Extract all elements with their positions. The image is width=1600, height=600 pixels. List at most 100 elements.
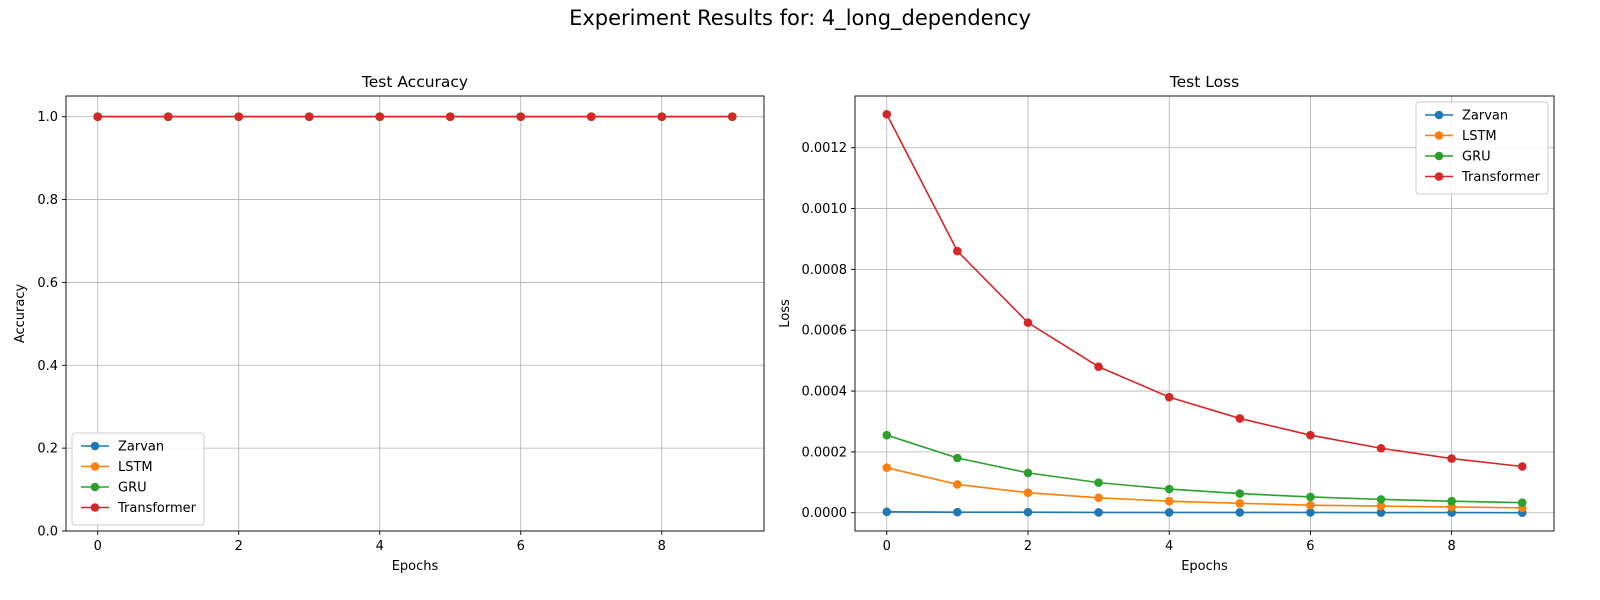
data-point (1306, 508, 1315, 517)
legend-label: GRU (118, 481, 147, 496)
x-tick-label: 6 (517, 539, 525, 554)
data-point (1164, 392, 1174, 402)
legend-box (71, 432, 205, 526)
data-point (882, 463, 892, 473)
legend: Zarvan LSTM GRU Transformer (71, 432, 205, 526)
legend-entry: Zarvan (1425, 109, 1508, 124)
data-point (445, 112, 455, 122)
x-tick-label: 6 (1306, 539, 1314, 554)
y-tick-label: 0.0010 (802, 202, 848, 217)
legend-entry: Transformer (81, 501, 197, 516)
legend-entry: GRU (1425, 150, 1491, 165)
x-tick-label: 2 (1024, 539, 1032, 554)
chart-title: Test Loss (1169, 73, 1239, 91)
data-point (1376, 495, 1386, 504)
data-point (1164, 496, 1174, 506)
data-point (1376, 508, 1386, 517)
data-point (1023, 468, 1033, 478)
data-point (1094, 362, 1103, 372)
data-point (1164, 484, 1174, 494)
y-tick-label: 0.4 (37, 359, 58, 374)
y-tick-label: 1.0 (37, 110, 58, 125)
legend-entry: LSTM (1425, 129, 1497, 144)
legend-marker (1434, 151, 1444, 161)
x-axis-label: Epochs (392, 559, 439, 574)
data-point (163, 112, 173, 122)
data-point (1023, 318, 1033, 327)
legend-marker (90, 441, 100, 451)
data-point (953, 507, 962, 517)
data-point (234, 112, 244, 122)
series-gru (882, 430, 1527, 508)
legend-marker (1434, 110, 1444, 120)
series-line (886, 113, 1523, 468)
data-point (304, 112, 314, 122)
axes-frame (854, 95, 1555, 532)
chart-1: 0 2 4 6 8 0.0 0.2 0.4 0.6 0.8 1.0 Test Accuracy Epoc… (13, 73, 765, 574)
legend-marker (90, 482, 100, 492)
legend-marker (1434, 131, 1444, 140)
y-tick-label: 0.6 (37, 276, 58, 291)
legend: Zarvan LSTM GRU Transformer (1415, 101, 1549, 195)
y-tick-label: 0.0002 (802, 445, 848, 460)
data-point (1447, 496, 1456, 506)
legend-label: Zarvan (1462, 109, 1508, 124)
x-tick-label: 4 (376, 539, 384, 554)
chart-2: 0 2 4 6 8 0.0000 0.0002 0.0004 0.0006 0.0008 0.001… (778, 73, 1555, 574)
legend-label: LSTM (118, 460, 153, 475)
figure-title: Experiment Results for: 4_long_dependenc… (569, 6, 1031, 30)
data-point (586, 112, 596, 122)
data-point (1376, 443, 1386, 453)
x-tick-label: 4 (1165, 539, 1173, 554)
data-point (953, 480, 962, 489)
y-tick-label: 0.2 (37, 442, 58, 457)
data-point (375, 112, 385, 122)
legend-marker (1434, 172, 1444, 181)
legend-entry: Transformer (1425, 170, 1541, 185)
y-tick-label: 0.0008 (802, 263, 848, 278)
x-axis-label: Epochs (1181, 559, 1228, 574)
data-point (93, 112, 103, 122)
y-axis-label: Loss (778, 299, 793, 328)
data-point (953, 246, 962, 256)
legend-marker (90, 503, 100, 512)
series-transformer (882, 109, 1527, 471)
series-line (886, 466, 1523, 509)
data-point (1235, 489, 1245, 498)
x-tick-label: 2 (235, 539, 243, 554)
chart-title: Test Accuracy (361, 73, 468, 91)
data-point (1235, 414, 1245, 423)
series-line (886, 511, 1523, 514)
series-line (886, 434, 1523, 504)
legend-box (1415, 101, 1549, 195)
series-transformer (93, 112, 737, 122)
y-tick-label: 0.0000 (802, 506, 848, 521)
data-point (1023, 507, 1033, 517)
legend-marker (90, 462, 100, 471)
legend-entry: GRU (81, 481, 147, 496)
y-tick-label: 0.0004 (802, 385, 848, 400)
y-tick-label: 0.8 (37, 193, 58, 208)
data-point (1235, 499, 1245, 508)
data-point (882, 507, 892, 517)
y-tick-label: 0.0006 (802, 324, 848, 339)
series-lstm (882, 463, 1527, 513)
data-point (953, 453, 962, 463)
legend-label: LSTM (1462, 129, 1497, 144)
data-point (1306, 430, 1315, 440)
data-point (1094, 508, 1103, 517)
legend-label: GRU (1462, 150, 1491, 165)
data-point (1094, 493, 1103, 503)
legend-label: Transformer (1461, 170, 1541, 185)
data-point (1023, 488, 1033, 497)
data-point (1306, 500, 1315, 510)
series-zarvan (882, 507, 1527, 517)
data-point (1376, 501, 1386, 511)
data-point (657, 112, 667, 122)
axes-frame (65, 95, 765, 532)
legend-entry: LSTM (81, 460, 153, 475)
x-tick-label: 8 (658, 539, 666, 554)
legend-entry: Zarvan (81, 440, 164, 455)
